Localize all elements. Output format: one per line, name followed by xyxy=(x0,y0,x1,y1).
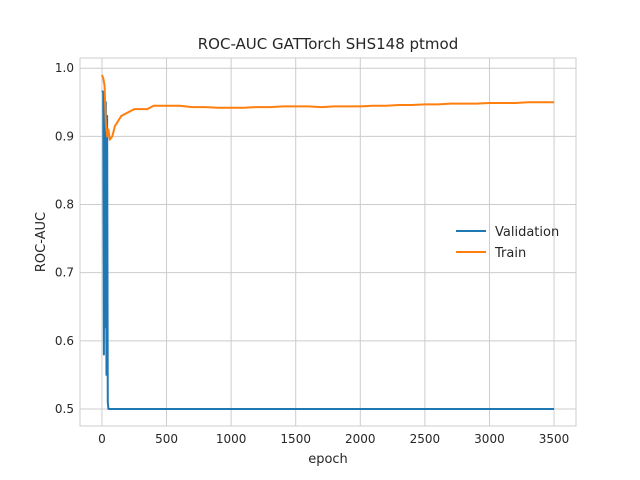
x-grid xyxy=(101,58,555,426)
x-axis-label: epoch xyxy=(308,452,348,467)
x-tick-label: 2500 xyxy=(410,432,441,446)
x-tick-label: 1500 xyxy=(280,432,311,446)
x-tick-label: 0 xyxy=(98,432,106,446)
legend-train-label: Train xyxy=(494,246,526,261)
legend-validation-label: Validation xyxy=(495,225,559,240)
x-tick-label: 2000 xyxy=(345,432,376,446)
legend: Validation Train xyxy=(456,225,559,261)
x-tick-label: 3500 xyxy=(539,432,570,446)
x-tick-label: 1000 xyxy=(216,432,247,446)
series-line-validation xyxy=(101,90,555,410)
y-tick-label: 0.9 xyxy=(55,129,74,143)
y-tick-label: 0.8 xyxy=(55,198,74,212)
y-tick-label: 0.5 xyxy=(55,402,74,416)
series-layer xyxy=(101,74,555,410)
y-axis-label: ROC-AUC xyxy=(34,212,49,272)
chart-title: ROC-AUC GATTorch SHS148 ptmod xyxy=(198,35,458,53)
y-tick-label: 0.6 xyxy=(55,334,74,348)
x-tick-label: 3000 xyxy=(474,432,505,446)
series-line-train xyxy=(101,74,555,141)
x-tick-labels: 0 500 1000 1500 2000 2500 3000 3500 xyxy=(98,432,569,446)
y-tick-label: 0.7 xyxy=(55,266,74,280)
x-tick-label: 500 xyxy=(155,432,178,446)
y-tick-label: 1.0 xyxy=(55,61,74,75)
plot-background xyxy=(79,57,577,427)
y-tick-labels: 0.5 0.6 0.7 0.8 0.9 1.0 xyxy=(55,61,74,416)
